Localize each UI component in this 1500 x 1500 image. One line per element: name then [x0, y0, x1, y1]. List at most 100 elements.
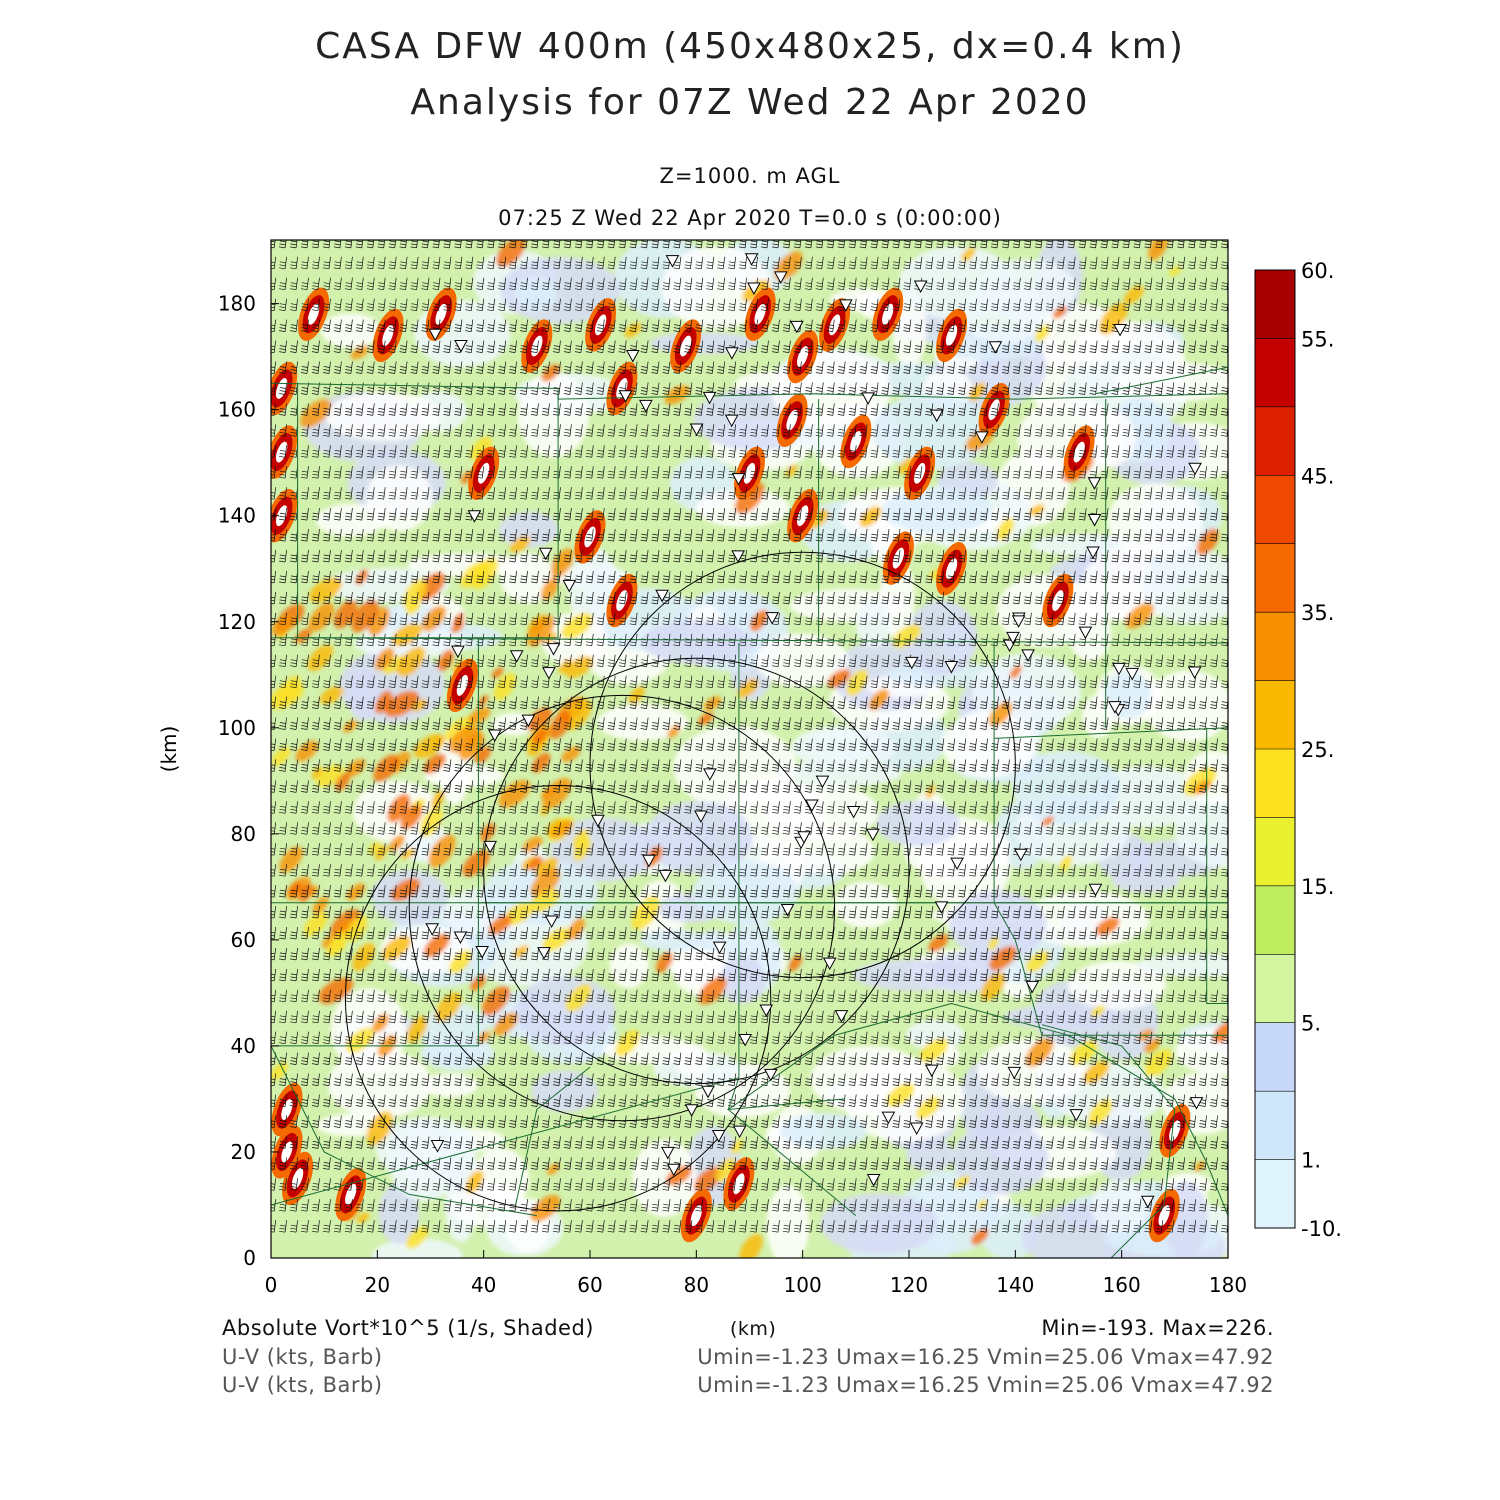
station-marker — [703, 768, 717, 781]
shading-blob — [649, 332, 758, 355]
shading-streak — [294, 628, 312, 643]
station-marker — [701, 1085, 715, 1099]
county-line — [515, 1066, 591, 1206]
shading-streak — [368, 841, 381, 855]
shading-streak — [315, 764, 344, 788]
shading-streak — [372, 1013, 390, 1033]
axis-ticks: 0 20 40 60 80 100 120 140 160 180 0 20 40 60 80 100 120 1… — [218, 292, 1247, 1297]
station-marker — [625, 349, 640, 363]
station-marker — [797, 831, 811, 844]
shading-streak — [1070, 1039, 1098, 1065]
x-tick-label: 160 — [1103, 1273, 1141, 1297]
county-line — [271, 1045, 537, 1217]
shading-streak — [1090, 1005, 1106, 1018]
shading-blob — [755, 633, 849, 687]
shading-streak — [1034, 324, 1050, 343]
wind-barbs — [271, 240, 1228, 1233]
shading-blob — [1141, 549, 1228, 624]
shading-streak — [631, 895, 660, 930]
range-ring — [344, 785, 772, 1212]
shading-streak — [1194, 1161, 1205, 1173]
vortex-center — [345, 1183, 357, 1205]
vortex-center — [478, 462, 490, 484]
station-marker — [934, 901, 949, 914]
x-tick-label: 40 — [471, 1273, 496, 1297]
vortex-center — [531, 335, 543, 357]
vortex-center — [797, 505, 809, 527]
shading-streak — [271, 1062, 288, 1081]
vortex-center — [1052, 590, 1064, 611]
station-marker — [904, 656, 919, 670]
station-marker — [944, 661, 959, 674]
radar-range-rings — [344, 551, 1016, 1212]
y-tick-label: 0 — [243, 1246, 256, 1270]
shading-streak — [405, 1226, 429, 1249]
shading-streak — [390, 878, 421, 902]
shading-streak — [561, 746, 581, 763]
shading-streak — [859, 506, 882, 528]
shading-streak — [531, 752, 551, 773]
shading-streak — [279, 846, 303, 873]
shading-streak — [665, 1165, 692, 1186]
range-ring — [408, 694, 836, 1122]
station-marker — [1125, 667, 1140, 681]
vorticity-field — [271, 240, 1228, 1258]
shading-blob — [786, 827, 875, 875]
shading-streak — [318, 977, 354, 1004]
shading-blob — [1012, 750, 1121, 825]
shading-streak — [1083, 1060, 1110, 1084]
colorbar-label: -10. — [1301, 1217, 1342, 1241]
station-marker — [822, 957, 837, 971]
shading-streak — [311, 766, 323, 780]
shading-streak — [1168, 266, 1181, 276]
shading-blob — [515, 976, 616, 1046]
shading-blob — [941, 712, 1035, 778]
y-tick-label: 140 — [218, 504, 256, 528]
shading-streak — [300, 399, 332, 428]
station-marker — [1006, 631, 1020, 645]
shading-streak — [420, 806, 443, 837]
shading-streak — [298, 883, 313, 903]
vortex-center — [945, 324, 958, 346]
station-marker — [866, 1174, 881, 1187]
station-marker — [773, 271, 788, 284]
vortex-center — [988, 399, 1000, 421]
colorbar-swatch — [1255, 543, 1295, 613]
shading-streak — [1052, 305, 1067, 319]
shading-streak — [615, 1029, 640, 1057]
shading-blob — [906, 600, 978, 676]
shading-streak — [1025, 950, 1050, 973]
shading-streak — [1025, 1037, 1054, 1067]
barb-label-1: U-V (kts, Barb) — [222, 1345, 383, 1369]
shading-streak — [435, 992, 462, 1022]
colorbar-swatch — [1255, 749, 1295, 818]
colorbar-label: 55. — [1301, 327, 1334, 351]
shading-streak — [739, 1234, 763, 1258]
shading-streak — [698, 976, 727, 1005]
x-tick-label: 20 — [365, 1273, 390, 1297]
shading-streak — [491, 667, 504, 679]
shading-blob — [1091, 1179, 1149, 1233]
shading-streak — [971, 1228, 989, 1245]
station-markers — [425, 253, 1204, 1209]
y-tick-label: 160 — [218, 398, 256, 422]
county-line — [993, 643, 1228, 1036]
x-tick-label: 180 — [1209, 1273, 1247, 1297]
vortex-center — [435, 303, 447, 325]
shading-streak — [1041, 816, 1054, 827]
shading-streak — [355, 569, 369, 585]
shading-streak — [422, 605, 446, 632]
shading-streak — [448, 725, 481, 753]
station-marker — [805, 799, 819, 812]
shading-streak — [468, 707, 491, 725]
station-marker — [665, 255, 680, 268]
colorbar-label: 60. — [1301, 259, 1334, 283]
colorbar-swatch — [1255, 1091, 1295, 1161]
shading-blob — [766, 1185, 809, 1258]
county-boundaries — [271, 366, 1228, 1258]
shading-streak — [312, 896, 329, 914]
shading-streak — [345, 758, 366, 778]
shading-streak — [530, 1194, 561, 1222]
shading-blob — [977, 1038, 1087, 1104]
